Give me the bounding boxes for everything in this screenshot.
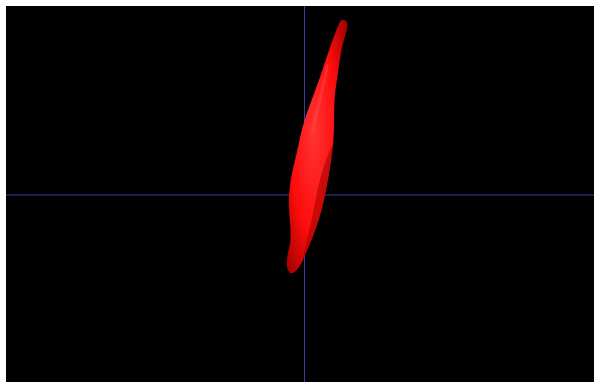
render-viewport[interactable] xyxy=(6,6,594,382)
red-3d-object[interactable] xyxy=(286,20,348,274)
object-shadow-shape xyxy=(302,144,333,262)
object-body-shape xyxy=(286,20,348,274)
object-highlight-shape xyxy=(311,63,329,135)
scene-canvas[interactable] xyxy=(6,6,594,382)
